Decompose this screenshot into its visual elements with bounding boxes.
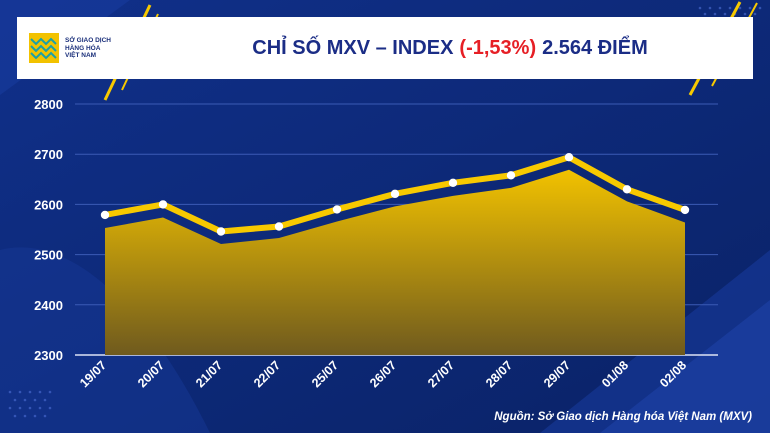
logo-text-line: VIỆT NAM	[65, 52, 97, 59]
data-point	[564, 153, 574, 162]
title-main: CHỈ SỐ MXV – INDEX	[252, 36, 454, 59]
chart-title: CHỈ SỐ MXV – INDEX (-1,53%) 2.564 ĐIỂM	[147, 17, 753, 79]
y-tick-label: 2400	[34, 298, 63, 313]
x-tick-label: 25/07	[309, 358, 341, 390]
x-tick-label: 28/07	[483, 358, 515, 390]
x-tick-label: 19/07	[77, 358, 109, 390]
logo: SỞ GIAO DỊCH HÀNG HÓA VIỆT NAM	[17, 17, 147, 79]
y-tick-label: 2600	[34, 197, 63, 212]
x-tick-label: 02/08	[657, 358, 689, 390]
y-tick-label: 2300	[34, 348, 63, 363]
y-tick-label: 2500	[34, 248, 63, 263]
data-point	[622, 185, 632, 194]
logo-text-line: HÀNG HÓA	[65, 44, 101, 52]
data-point	[506, 171, 516, 180]
data-point	[216, 227, 226, 236]
x-tick-label: 01/08	[599, 358, 631, 390]
area-series	[105, 169, 685, 355]
data-point	[158, 200, 168, 209]
title-value: 2.564 ĐIỂM	[542, 36, 648, 59]
x-tick-label: 29/07	[541, 358, 573, 390]
x-tick-label: 21/07	[193, 358, 225, 390]
x-tick-label: 27/07	[425, 358, 457, 390]
source-note: Nguồn: Sở Giao dịch Hàng hóa Việt Nam (M…	[494, 411, 752, 423]
title-banner: SỞ GIAO DỊCH HÀNG HÓA VIỆT NAM CHỈ SỐ MX…	[17, 17, 753, 79]
data-point	[274, 222, 284, 231]
y-tick-label: 2800	[34, 97, 63, 112]
data-point	[100, 210, 110, 220]
x-tick-label: 26/07	[367, 358, 399, 390]
data-point	[332, 205, 342, 214]
data-point	[390, 189, 400, 199]
x-tick-label: 22/07	[251, 358, 283, 390]
data-point	[680, 205, 690, 215]
data-point	[448, 178, 458, 188]
title-change: (-1,53%)	[459, 36, 537, 59]
mxv-logo-icon	[29, 33, 59, 63]
logo-text-line: SỞ GIAO DỊCH	[65, 37, 111, 44]
dot-pattern	[8, 6, 762, 418]
x-tick-label: 20/07	[135, 358, 167, 390]
y-tick-label: 2700	[34, 147, 63, 162]
